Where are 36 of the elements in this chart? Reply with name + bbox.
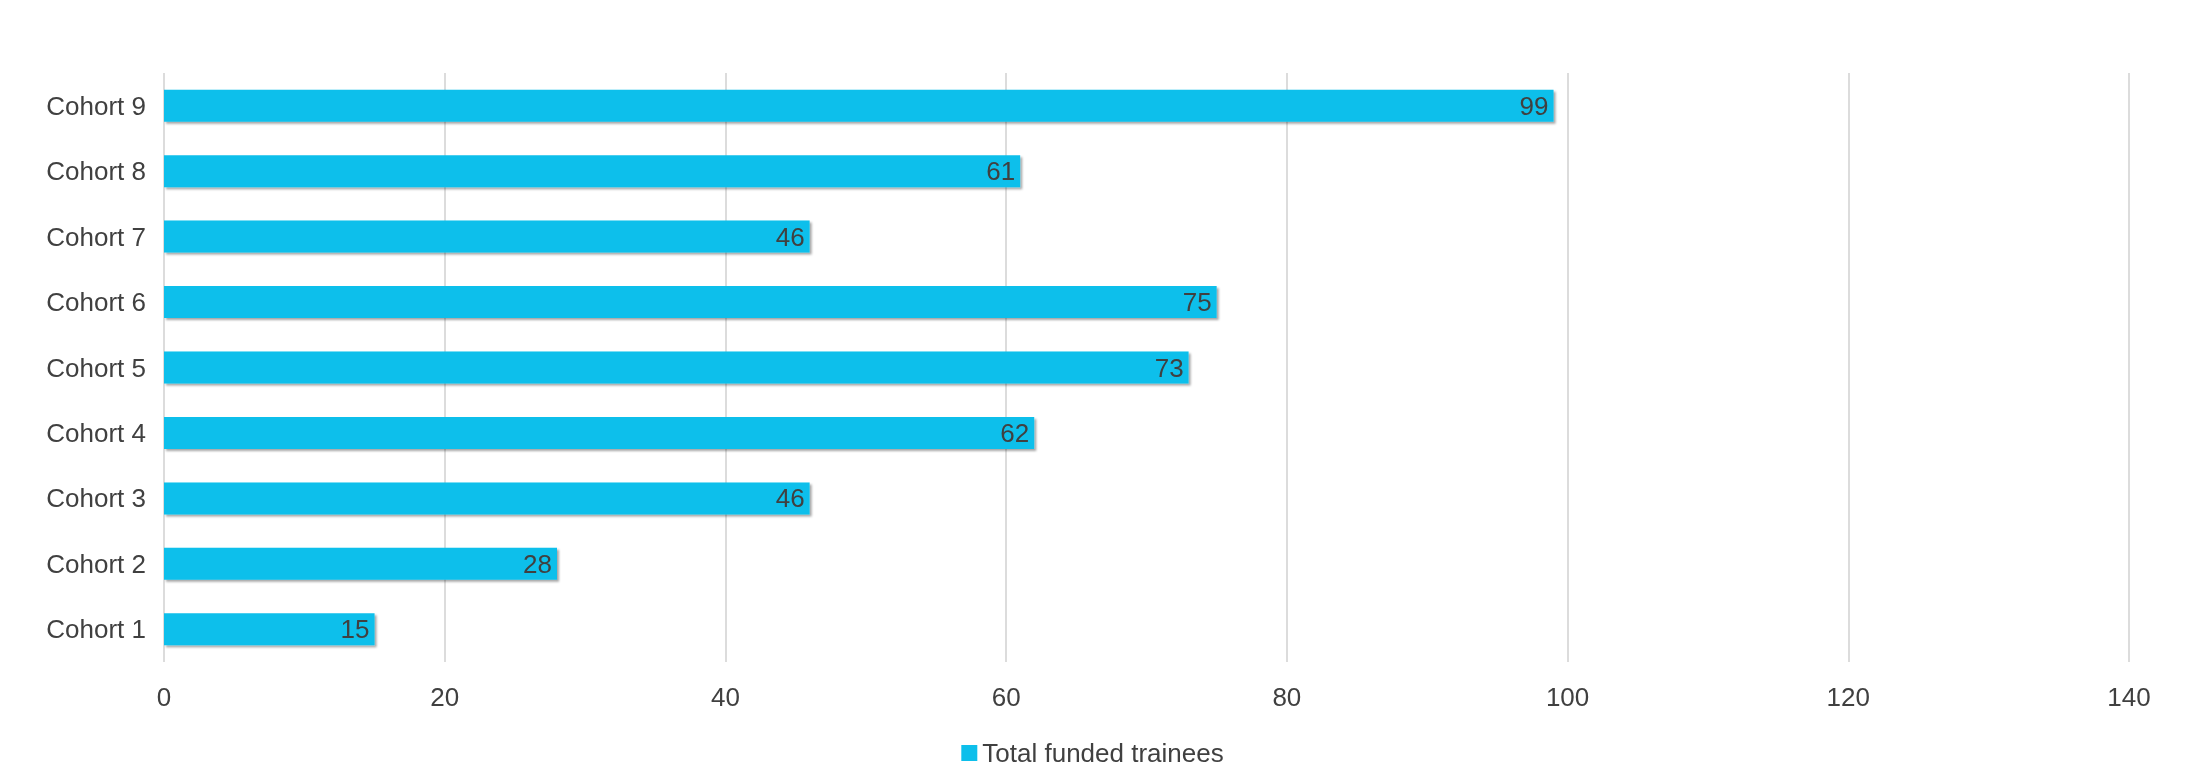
x-tick-label: 0: [156, 682, 172, 712]
x-tick-label: 80: [1272, 682, 1302, 712]
y-tick-label: Cohort 5: [46, 352, 146, 383]
data-label: 75: [1182, 287, 1212, 318]
x-tick-label: 120: [1826, 682, 1870, 712]
y-tick-label: Cohort 2: [46, 548, 146, 579]
y-tick-label: Cohort 7: [46, 221, 146, 252]
x-tick-label: 60: [991, 682, 1021, 712]
y-tick-label: Cohort 1: [46, 614, 146, 645]
y-tick-label: Cohort 9: [46, 90, 146, 121]
bar: [164, 220, 810, 253]
data-label: 62: [1000, 417, 1030, 448]
bar: [164, 482, 810, 515]
bar: [164, 613, 375, 646]
bar: [164, 351, 1189, 384]
legend-label: Total funded trainees: [982, 738, 1224, 768]
x-tick-label: 20: [430, 682, 460, 712]
data-label: 73: [1154, 352, 1184, 383]
y-tick-label: Cohort 8: [46, 156, 146, 187]
data-label: 46: [775, 221, 805, 252]
y-tick-label: Cohort 6: [46, 287, 146, 318]
bar: [164, 547, 557, 580]
data-label: 46: [775, 483, 805, 514]
data-label: 61: [986, 156, 1016, 187]
data-label: 99: [1519, 90, 1549, 121]
bar: [164, 286, 1217, 319]
y-tick-label: Cohort 4: [46, 417, 146, 448]
bar: [164, 416, 1035, 449]
data-label: 28: [523, 548, 552, 579]
data-label: 15: [340, 614, 370, 645]
x-tick-label: 140: [2107, 682, 2151, 712]
bar: [164, 89, 1554, 122]
x-tick-label: 40: [710, 682, 740, 712]
x-tick-label: 100: [1545, 682, 1590, 712]
bar: [164, 155, 1021, 188]
y-tick-label: Cohort 3: [46, 483, 146, 514]
